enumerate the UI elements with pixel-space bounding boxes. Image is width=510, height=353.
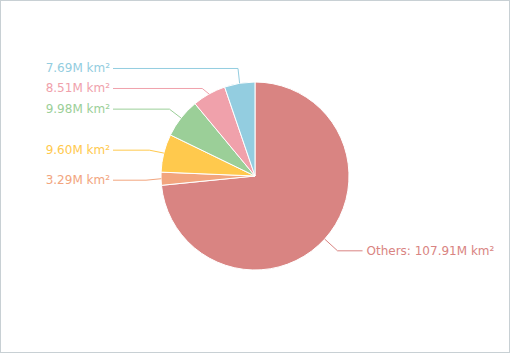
svg-text:Others: 107.91M km²: Others: 107.91M km²: [367, 244, 495, 258]
svg-text:3.29M km²: 3.29M km²: [46, 173, 111, 187]
svg-text:8.51M km²: 8.51M km²: [46, 81, 111, 95]
svg-text:9.98M km²: 9.98M km²: [46, 102, 111, 116]
svg-text:7.69M km²: 7.69M km²: [46, 61, 111, 75]
svg-text:9.60M km²: 9.60M km²: [46, 143, 111, 157]
